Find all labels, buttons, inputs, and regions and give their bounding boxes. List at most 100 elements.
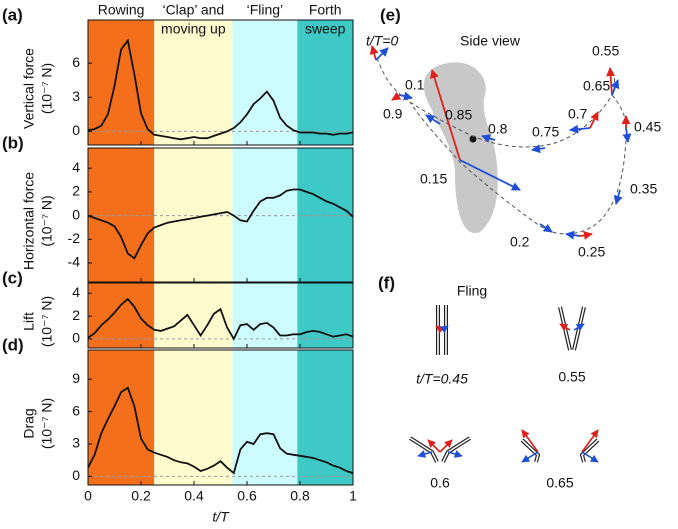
lift-arrow [369,45,379,61]
y-tick-label: 4 [72,284,80,300]
x-tick-label: 0.8 [290,488,310,504]
plot-frame [87,19,354,146]
drag-arrow [447,450,463,458]
panel-f: (f) Fling t/T=0.45 0.55 0.6 0.65 [378,273,600,491]
x-axis-title: t/T [212,509,230,525]
phase-label: sweep [305,21,346,37]
plot-frame [87,282,354,349]
lift-arrow [579,230,593,240]
drag-arrow [573,323,585,332]
drag-arrow [613,189,623,205]
y-tick-label: -4 [68,254,81,270]
data-line [87,386,354,475]
drag-arrow [375,47,389,61]
y-tick-label: 4 [72,159,80,175]
time-label: 0.2 [510,234,530,250]
y-tick-label: 3 [72,88,80,104]
y-tick-label: 6 [72,402,80,418]
x-tick-label: 1 [349,488,357,504]
time-label: 0.25 [578,244,605,260]
x-tick-label: 0.4 [184,488,204,504]
drag-arrow [565,230,581,240]
drag-arrow [569,124,591,134]
phase-band [297,148,353,282]
x-tick-label: 0.6 [237,488,257,504]
y-tick-label: 9 [72,370,80,386]
drag-arrow [425,114,441,125]
frame-label: t/T=0.45 [416,371,468,387]
y-axis-title: (10⁻⁷ N) [39,63,55,114]
x-tick-label: 0.2 [131,488,151,504]
phase-label: Rowing [98,2,145,18]
phase-band [154,283,233,348]
phase-band [154,20,233,145]
lift-arrow [521,429,539,453]
data-line [87,188,354,260]
y-tick-label: 3 [72,435,80,451]
y-tick-label: 6 [72,54,80,70]
drag-arrow [610,79,620,96]
x-tick-label: 0 [84,488,92,504]
plot-frame [87,349,354,486]
y-axis-title: Drag [21,408,37,438]
phase-band [297,350,353,485]
diagram-title: Fling [457,283,487,299]
panel-label: (d) [2,335,24,354]
y-axis-title: Vertical force [21,48,37,129]
panel-label: (f) [378,273,395,292]
frame-label: 0.6 [430,475,450,491]
time-label: 0.65 [583,78,610,94]
lift-arrow [581,429,599,453]
data-line [87,38,354,141]
panel-label: (c) [2,268,23,287]
phase-band [88,350,155,485]
phase-band [297,283,353,348]
lift-arrow [589,111,599,129]
body-silhouette [423,62,498,234]
phase-band [232,148,298,282]
time-label: 0.75 [532,124,559,140]
lift-arrow [391,91,402,101]
y-tick-label: 0 [72,330,80,346]
drag-arrow [622,127,632,143]
phase-band [154,350,233,485]
drag-arrow [539,223,553,233]
frame-label: 0.55 [558,369,585,385]
drag-arrow [459,159,521,191]
phase-band [88,20,155,145]
time-label: 0.85 [445,107,472,123]
phase-band [232,350,298,485]
panel-e: (e) Side view t/T=0 0.1 0.9 0.85 0.8 0.7… [366,5,661,259]
y-axis-title: (10⁻⁷ N) [39,296,55,347]
time-label: 0.15 [420,171,447,187]
phase-band [88,148,155,282]
panel-label: (e) [380,5,401,24]
time-label: 0.1 [405,77,425,93]
drag-arrow [417,450,433,458]
y-tick-label: 2 [72,183,80,199]
frame-label: 0.65 [546,475,573,491]
y-tick-label: 0 [72,122,80,138]
phase-label: ‘Fling’ [247,2,284,18]
phase-band [154,148,233,282]
drag-arrow [399,91,413,101]
y-axis-title: Horizontal force [21,172,37,270]
y-tick-label: 0 [72,206,80,222]
lift-arrow [427,439,441,453]
plot-frame [87,147,354,283]
lift-arrow [430,69,461,161]
phase-label: moving up [161,21,226,37]
phase-band [297,20,353,145]
phase-band [88,283,155,348]
phase-label: Forth [309,2,342,18]
phase-label: ‘Clap’ and [162,2,224,18]
drag-arrow [481,134,496,143]
drag-arrow [439,325,449,334]
y-tick-label: 0 [72,467,80,483]
y-tick-label: 2 [72,307,80,323]
wing-pair [408,436,472,463]
y-tick-label: -2 [68,230,81,246]
diagram-title: Side view [460,33,521,49]
panel-label: (b) [2,133,24,152]
